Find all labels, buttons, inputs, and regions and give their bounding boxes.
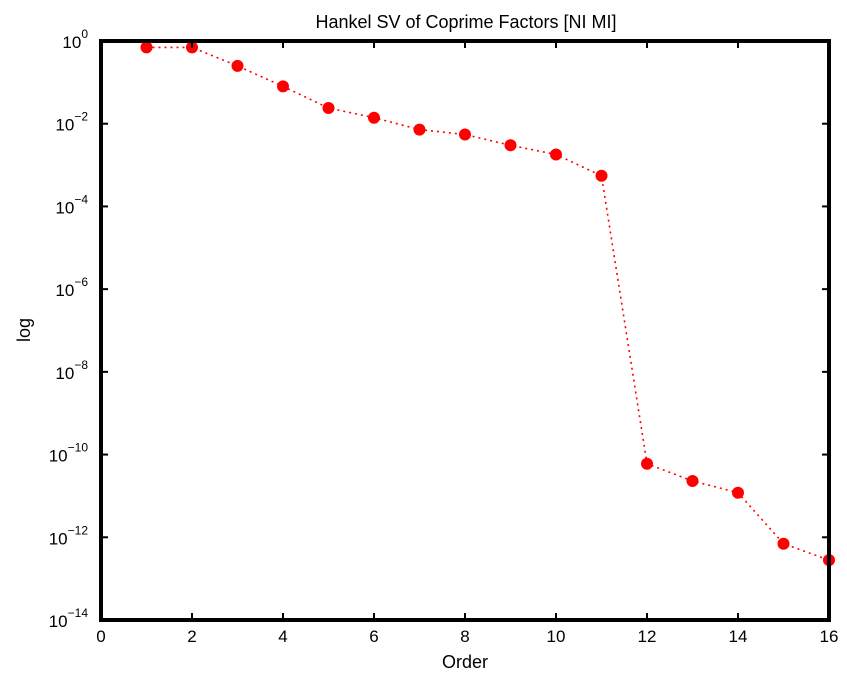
- data-point: [550, 148, 562, 161]
- y-tick-label: 10−6: [55, 275, 88, 300]
- data-point: [641, 457, 653, 470]
- y-tick-label: 10−4: [55, 192, 88, 217]
- data-point: [686, 475, 699, 487]
- x-tick-label: 0: [96, 627, 105, 646]
- y-axis-title: log: [14, 318, 34, 342]
- x-axis-title: Order: [442, 652, 488, 672]
- data-point: [231, 59, 244, 72]
- x-tick-label: 8: [460, 627, 469, 646]
- y-tick-label: 10−12: [49, 523, 89, 548]
- data-point: [459, 128, 471, 141]
- x-tick-label: 14: [729, 627, 748, 646]
- x-tick-label: 12: [638, 627, 657, 646]
- x-tick-label: 10: [547, 627, 566, 646]
- x-tick-label: 2: [187, 627, 196, 646]
- y-tick-label: 10−10: [49, 441, 89, 466]
- y-axis: 10−14 10−12 10−10 10−8 10−6 10−4 10−2 100: [49, 27, 829, 631]
- y-tick-label: 10−8: [55, 358, 88, 383]
- y-tick-label: 10−14: [49, 606, 89, 631]
- data-point: [322, 102, 335, 114]
- x-axis: 0 2 4 6 8 10 12 14 16: [96, 41, 838, 646]
- x-tick-label: 16: [820, 627, 839, 646]
- x-tick-label: 4: [278, 627, 287, 646]
- x-tick-label: 6: [369, 627, 378, 646]
- series-line: [146, 46, 830, 561]
- y-tick-label: 10−2: [55, 110, 88, 135]
- data-point: [277, 80, 289, 93]
- data-point: [413, 123, 426, 136]
- data-point: [732, 486, 744, 499]
- data-point: [777, 537, 790, 550]
- y-tick-label: 100: [62, 27, 88, 52]
- data-point: [504, 139, 517, 152]
- series-layer: [140, 41, 835, 567]
- data-point: [595, 169, 608, 182]
- data-point: [140, 41, 153, 54]
- data-point: [368, 111, 380, 124]
- chart-title: Hankel SV of Coprime Factors [NI MI]: [315, 12, 616, 32]
